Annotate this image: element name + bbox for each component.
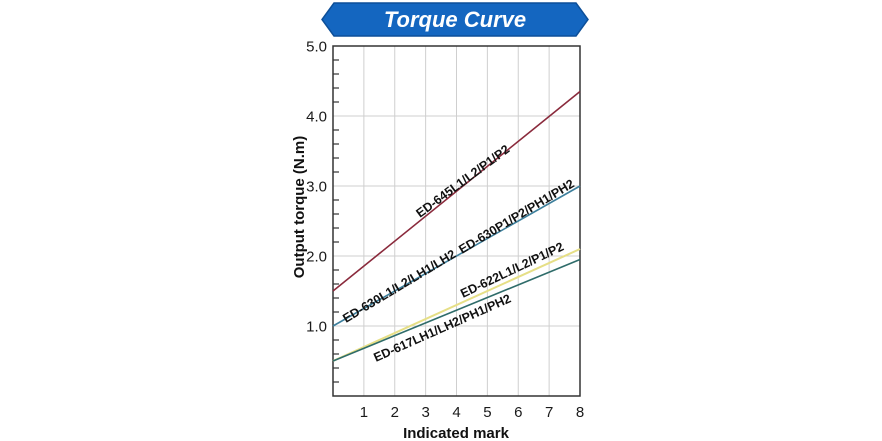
series-line [332, 90, 581, 292]
label-ed-645: ED-645L1/L2/P1/P2 [413, 142, 512, 220]
x-tick-label: 6 [514, 404, 522, 421]
label-ed-630-l: ED-630L1/L2/LH1/LH2 [340, 247, 458, 326]
x-tick-label: 2 [391, 404, 399, 421]
x-axis-title: Indicated mark [403, 425, 510, 441]
y-axis-title: Output torque (N.m) [291, 136, 308, 278]
y-tick-label: 5.0 [306, 39, 327, 56]
chart-title: Torque Curve [384, 7, 526, 32]
series-lines [332, 90, 581, 362]
y-tick-label: 1.0 [306, 319, 327, 336]
y-tick-label: 2.0 [306, 249, 327, 266]
label-ed-617: ED-617LH1/LH2/PH1/PH2 [372, 291, 514, 364]
y-tick-label: 4.0 [306, 109, 327, 126]
series-line [332, 185, 581, 327]
series-line [332, 258, 581, 362]
x-tick-label: 8 [576, 404, 584, 421]
x-tick-label: 3 [421, 404, 429, 421]
banner-shape [321, 2, 589, 37]
y-tick-label: 3.0 [306, 179, 327, 196]
x-tick-label: 1 [360, 404, 368, 421]
x-tick-label: 4 [452, 404, 460, 421]
series-line [332, 248, 581, 362]
title-banner: Torque Curve [321, 2, 589, 37]
y-tick-labels: 1.0 2.0 3.0 4.0 5.0 [306, 39, 327, 336]
series-labels: ED-645L1/L2/P1/P2 ED-630L1/L2/LH1/LH2 ED… [340, 142, 576, 365]
x-tick-label: 7 [545, 404, 553, 421]
plot-frame [332, 45, 581, 397]
x-tick-labels: 1 2 3 4 5 6 7 8 [360, 404, 584, 421]
x-tick-label: 5 [483, 404, 491, 421]
y-minor-ticks [333, 59, 339, 383]
